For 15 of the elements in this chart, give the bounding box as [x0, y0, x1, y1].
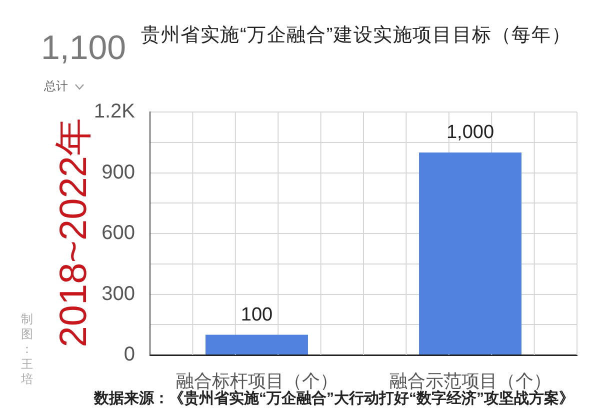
text: 总计: [44, 78, 68, 94]
text: 1,100: [41, 28, 126, 68]
text: 2018~2022年: [53, 118, 95, 348]
source-note: 数据来源：《贵州省实施“万企融合”大行动打好“数字经济”攻坚战方案》: [94, 390, 574, 408]
x-tick-label: 融合示范项目（个）: [389, 370, 552, 391]
y-tick-label: 600: [102, 222, 135, 244]
y-tick-label: 0: [124, 344, 135, 366]
x-tick-label: 融合标杆项目（个）: [176, 370, 338, 391]
data-label: 1,000: [446, 122, 494, 144]
y-tick-label: 900: [102, 161, 135, 184]
y-tick-label: 1.2K: [94, 100, 136, 123]
text: 制图：王培: [21, 312, 33, 387]
chart-title: 贵州省实施“万企融合”建设实施项目目标（每年）: [141, 24, 572, 48]
data-label: 100: [240, 304, 273, 326]
y-tick-label: 300: [102, 282, 135, 305]
